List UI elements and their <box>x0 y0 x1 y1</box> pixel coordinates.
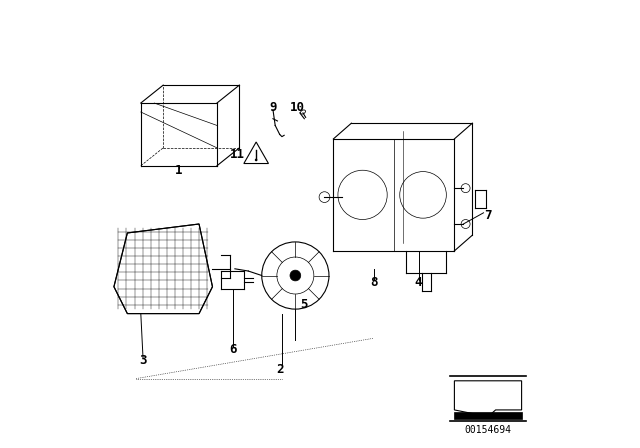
Text: 7: 7 <box>484 208 492 222</box>
Text: 2: 2 <box>276 363 284 376</box>
Text: 6: 6 <box>229 343 236 356</box>
Polygon shape <box>454 412 522 419</box>
Circle shape <box>290 270 301 281</box>
Text: 00154694: 00154694 <box>465 425 511 435</box>
Text: 3: 3 <box>140 354 147 367</box>
Text: 9: 9 <box>269 101 276 114</box>
Circle shape <box>255 159 257 161</box>
Text: 8: 8 <box>370 276 378 289</box>
Text: 1: 1 <box>175 164 182 177</box>
PathPatch shape <box>114 224 212 314</box>
Text: 4: 4 <box>415 276 422 289</box>
Text: 10: 10 <box>290 101 305 114</box>
Text: 11: 11 <box>230 148 244 161</box>
Text: 5: 5 <box>301 298 308 311</box>
